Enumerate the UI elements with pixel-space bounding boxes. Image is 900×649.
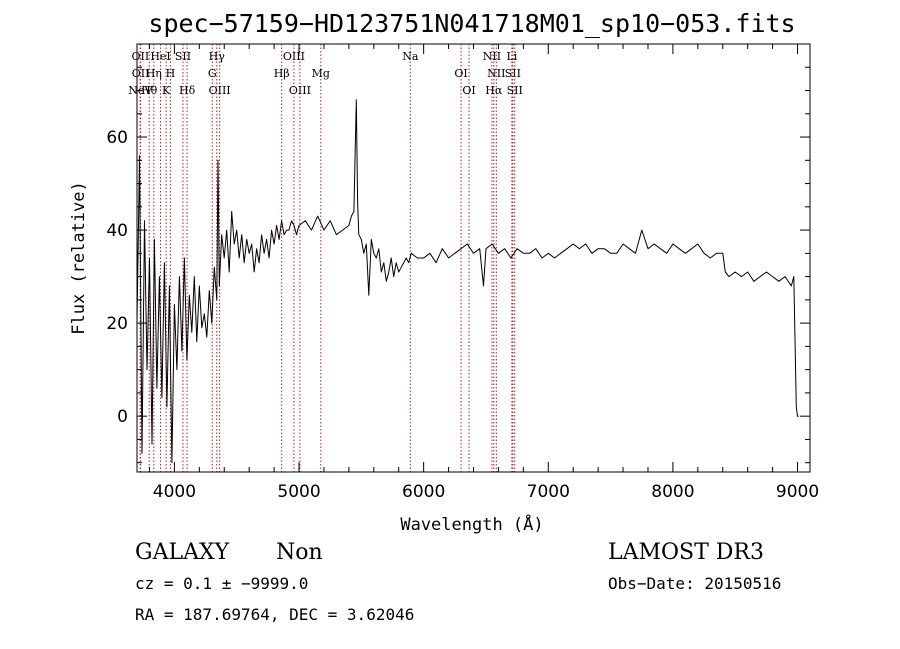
obs-date-line: Obs−Date: 20150516 [608,574,781,593]
x-tick-label: 9000 [776,482,819,502]
redshift-line: cz = 0.1 ± −9999.0 [135,574,308,593]
line-label: H [166,67,176,80]
coordinates-line: RA = 187.69764, DEC = 3.62046 [135,605,414,624]
object-class: GALAXY [135,540,230,565]
line-label: OIII [283,50,305,63]
line-label: OIII [289,84,311,97]
y-tick-label: 60 [106,128,128,148]
line-label: Li [506,50,517,63]
line-label: Mg [312,67,330,80]
spectrum-layer [136,99,799,464]
line-label: Hδ [179,84,196,97]
line-label: Na [402,50,419,63]
line-label: SII [507,84,523,97]
spectral-line-markers: NeVOIIOIIHeIHηHθHKSIIHδHγGOIIIOIIIHβOIII… [128,44,523,472]
plot-frame [136,43,811,473]
x-tick-label: 4000 [153,482,196,502]
x-axis-label: Wavelength (Å) [400,513,543,535]
line-label: NII [483,50,501,63]
x-tick-label: 5000 [277,482,320,502]
x-tick-label: 7000 [527,482,570,502]
line-label: Hβ [274,67,290,80]
x-tick-label: 6000 [402,482,445,502]
y-axis-label: Flux (relative) [69,181,89,335]
spectrum-line [136,99,799,464]
line-label: Hη [146,67,162,80]
line-label: OI [454,67,467,80]
line-label: NII [487,67,505,80]
line-label: K [162,84,171,97]
line-label: HeI [150,50,170,63]
line-label: Hθ [141,84,158,97]
line-label: G [208,67,217,80]
chart-title: spec−57159−HD123751N041718M01_sp10−053.f… [148,9,795,38]
survey-name: LAMOST DR3 [608,540,764,565]
y-axis: 0 20 40 60 [106,66,810,464]
line-label: OII [132,50,150,63]
line-label: Hα [485,84,503,97]
line-label: SII [505,67,521,80]
line-label: OIII [209,84,231,97]
y-tick-label: 40 [106,221,128,241]
x-tick-label: 8000 [651,482,694,502]
line-label: SII [175,50,191,63]
y-tick-label: 20 [106,314,128,334]
x-axis: 4000 5000 6000 7000 8000 9000 [148,44,819,502]
line-label: Hγ [209,50,226,63]
line-label: OII [132,67,150,80]
line-label: OI [462,84,475,97]
y-tick-label: 0 [117,407,128,427]
object-subclass: Non [276,540,323,565]
